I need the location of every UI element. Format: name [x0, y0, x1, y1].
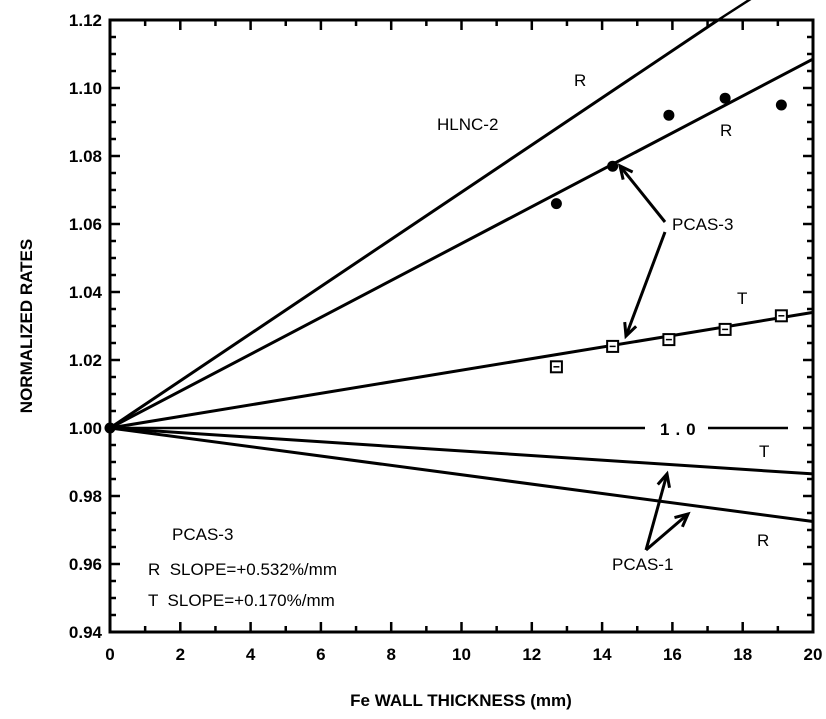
- pcas1-arrow-upper-head: [656, 470, 671, 489]
- reference-line-label: 1.0: [660, 420, 702, 439]
- legend-t-slope: T SLOPE=+0.170%/mm: [148, 591, 335, 610]
- legend-r-slope: R SLOPE=+0.532%/mm: [148, 560, 337, 579]
- y-tick-label: 0.98: [69, 487, 102, 506]
- pcas3-arrow-upper-head: [617, 163, 634, 180]
- pcas3-r-label: R: [720, 121, 732, 140]
- legend-title: PCAS-3: [172, 525, 233, 544]
- pcas3-label: PCAS-3: [672, 215, 733, 234]
- pcas1-arrow-upper: [644, 473, 669, 551]
- x-axis-title: Fe WALL THICKNESS (mm): [350, 691, 572, 710]
- x-tick-label: 4: [246, 645, 256, 664]
- reference-label-bg: [648, 416, 706, 440]
- pcas3-t-label: T: [737, 289, 747, 308]
- series-line-hlnc2-r: [109, 18, 719, 430]
- x-tick-label: 2: [176, 645, 185, 664]
- pcas1-arrow-lower: [645, 512, 689, 552]
- y-tick-label: 1.04: [69, 283, 103, 302]
- pcas1-label: PCAS-1: [612, 555, 673, 574]
- data-point-pcas3-r-points: [550, 198, 562, 210]
- x-tick-label: 12: [522, 645, 541, 664]
- pcas1-r-label: R: [757, 531, 769, 550]
- data-point-pcas3-r-points: [719, 92, 731, 104]
- x-tick-label: 14: [593, 645, 612, 664]
- hlnc2-label: HLNC-2: [437, 115, 498, 134]
- series-lines: [109, 0, 814, 523]
- y-tick-label: 1.10: [69, 79, 102, 98]
- y-tick-labels: 0.94 0.96 0.98 1.00 1.02 1.04 1.06 1.08 1.10 1.12: [69, 11, 103, 642]
- pcas1-t-label: T: [759, 442, 769, 461]
- x-tick-labels: 0 2 4 6 8 10 12 14 16 18 20: [105, 645, 822, 664]
- x-tick-label: 16: [663, 645, 682, 664]
- series-markers: [104, 92, 788, 434]
- y-tick-label: 1.12: [69, 11, 102, 30]
- axis-ticks: [108, 18, 815, 634]
- annotation-arrows: [617, 163, 691, 552]
- series-line-pcas3-r: [109, 57, 814, 430]
- y-axis-title: NORMALIZED RATES: [17, 239, 36, 413]
- pcas3-arrow-lower: [624, 231, 667, 337]
- series-line-hlnc2-r-dash: [717, 0, 752, 22]
- y-tick-label: 0.94: [69, 623, 103, 642]
- x-tick-label: 18: [733, 645, 752, 664]
- x-tick-label: 10: [452, 645, 471, 664]
- series-line-pcas1-t: [109, 426, 814, 476]
- data-point-pcas3-r-points: [663, 109, 675, 121]
- hlnc2-r-label: R: [574, 71, 586, 90]
- y-tick-label: 0.96: [69, 555, 102, 574]
- x-tick-label: 8: [386, 645, 395, 664]
- data-point-pcas3-r-points: [607, 160, 619, 172]
- x-tick-label: 6: [316, 645, 325, 664]
- x-tick-label: 0: [105, 645, 114, 664]
- pcas1-arrow-lower-head: [674, 511, 691, 528]
- series-line-pcas1-r: [109, 426, 814, 523]
- data-point-pcas3-r-points: [775, 99, 787, 111]
- series-line-pcas3-t: [109, 310, 814, 430]
- y-tick-label: 1.08: [69, 147, 102, 166]
- y-tick-label: 1.06: [69, 215, 102, 234]
- x-tick-label: 20: [804, 645, 823, 664]
- pcas3-arrow-upper: [618, 165, 667, 223]
- y-tick-label: 1.00: [69, 419, 102, 438]
- y-tick-label: 1.02: [69, 351, 102, 370]
- pcas3-arrow-lower-head: [623, 321, 638, 340]
